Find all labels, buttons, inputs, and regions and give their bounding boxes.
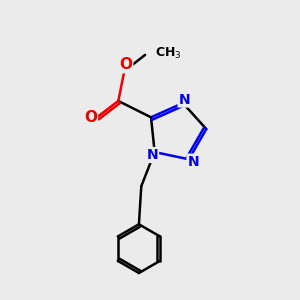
Text: N: N xyxy=(146,148,158,162)
Text: O: O xyxy=(119,57,132,72)
Text: N: N xyxy=(188,155,199,169)
Text: O: O xyxy=(84,110,97,125)
Text: N: N xyxy=(178,92,190,106)
Text: CH$_3$: CH$_3$ xyxy=(155,46,182,61)
